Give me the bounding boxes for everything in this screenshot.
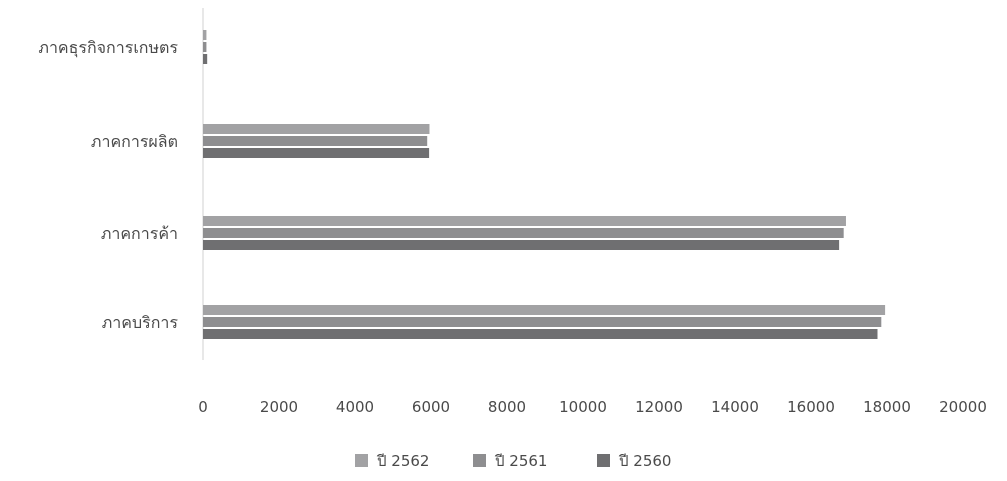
legend-label: ปี 2560 (618, 452, 671, 470)
x-tick-label: 14000 (711, 398, 759, 416)
legend-label: ปี 2562 (376, 452, 429, 470)
x-tick-label: 2000 (260, 398, 298, 416)
x-tick-label: 18000 (863, 398, 911, 416)
x-tick-label: 4000 (336, 398, 374, 416)
bar-0-0 (203, 30, 207, 40)
bar-1-1 (203, 136, 428, 146)
category-label: ภาคบริการ (102, 313, 179, 332)
bar-3-1 (203, 317, 882, 327)
bar-3-2 (203, 329, 878, 339)
category-labels: ภาคธุรกิจการเกษตรภาคการผลิตภาคการค้าภาคบ… (38, 38, 178, 332)
x-tick-label: 12000 (635, 398, 683, 416)
x-tick-label: 0 (198, 398, 208, 416)
x-tick-label: 10000 (559, 398, 607, 416)
bar-1-0 (203, 124, 430, 134)
bar-2-2 (203, 240, 840, 250)
category-label: ภาคธุรกิจการเกษตร (38, 38, 178, 58)
bar-1-2 (203, 148, 430, 158)
legend-swatch (473, 454, 486, 467)
legend-swatch (355, 454, 368, 467)
bar-2-0 (203, 216, 846, 226)
bars-layer (203, 30, 886, 339)
bar-0-2 (203, 54, 208, 64)
x-tick-label: 8000 (488, 398, 526, 416)
legend-swatch (597, 454, 610, 467)
bar-3-0 (203, 305, 886, 315)
bar-2-1 (203, 228, 844, 238)
legend: ปี 2562 ปี 2561 ปี 2560 (355, 452, 671, 470)
x-tick-label: 6000 (412, 398, 450, 416)
x-tick-label: 20000 (939, 398, 987, 416)
category-label: ภาคการค้า (101, 224, 178, 243)
category-label: ภาคการผลิต (91, 132, 178, 151)
legend-label: ปี 2561 (494, 452, 547, 470)
bar-0-1 (203, 42, 207, 52)
x-tick-labels: 0 2000 4000 6000 8000 10000 12000 14000 16000 180… (198, 398, 987, 416)
x-tick-label: 16000 (787, 398, 835, 416)
